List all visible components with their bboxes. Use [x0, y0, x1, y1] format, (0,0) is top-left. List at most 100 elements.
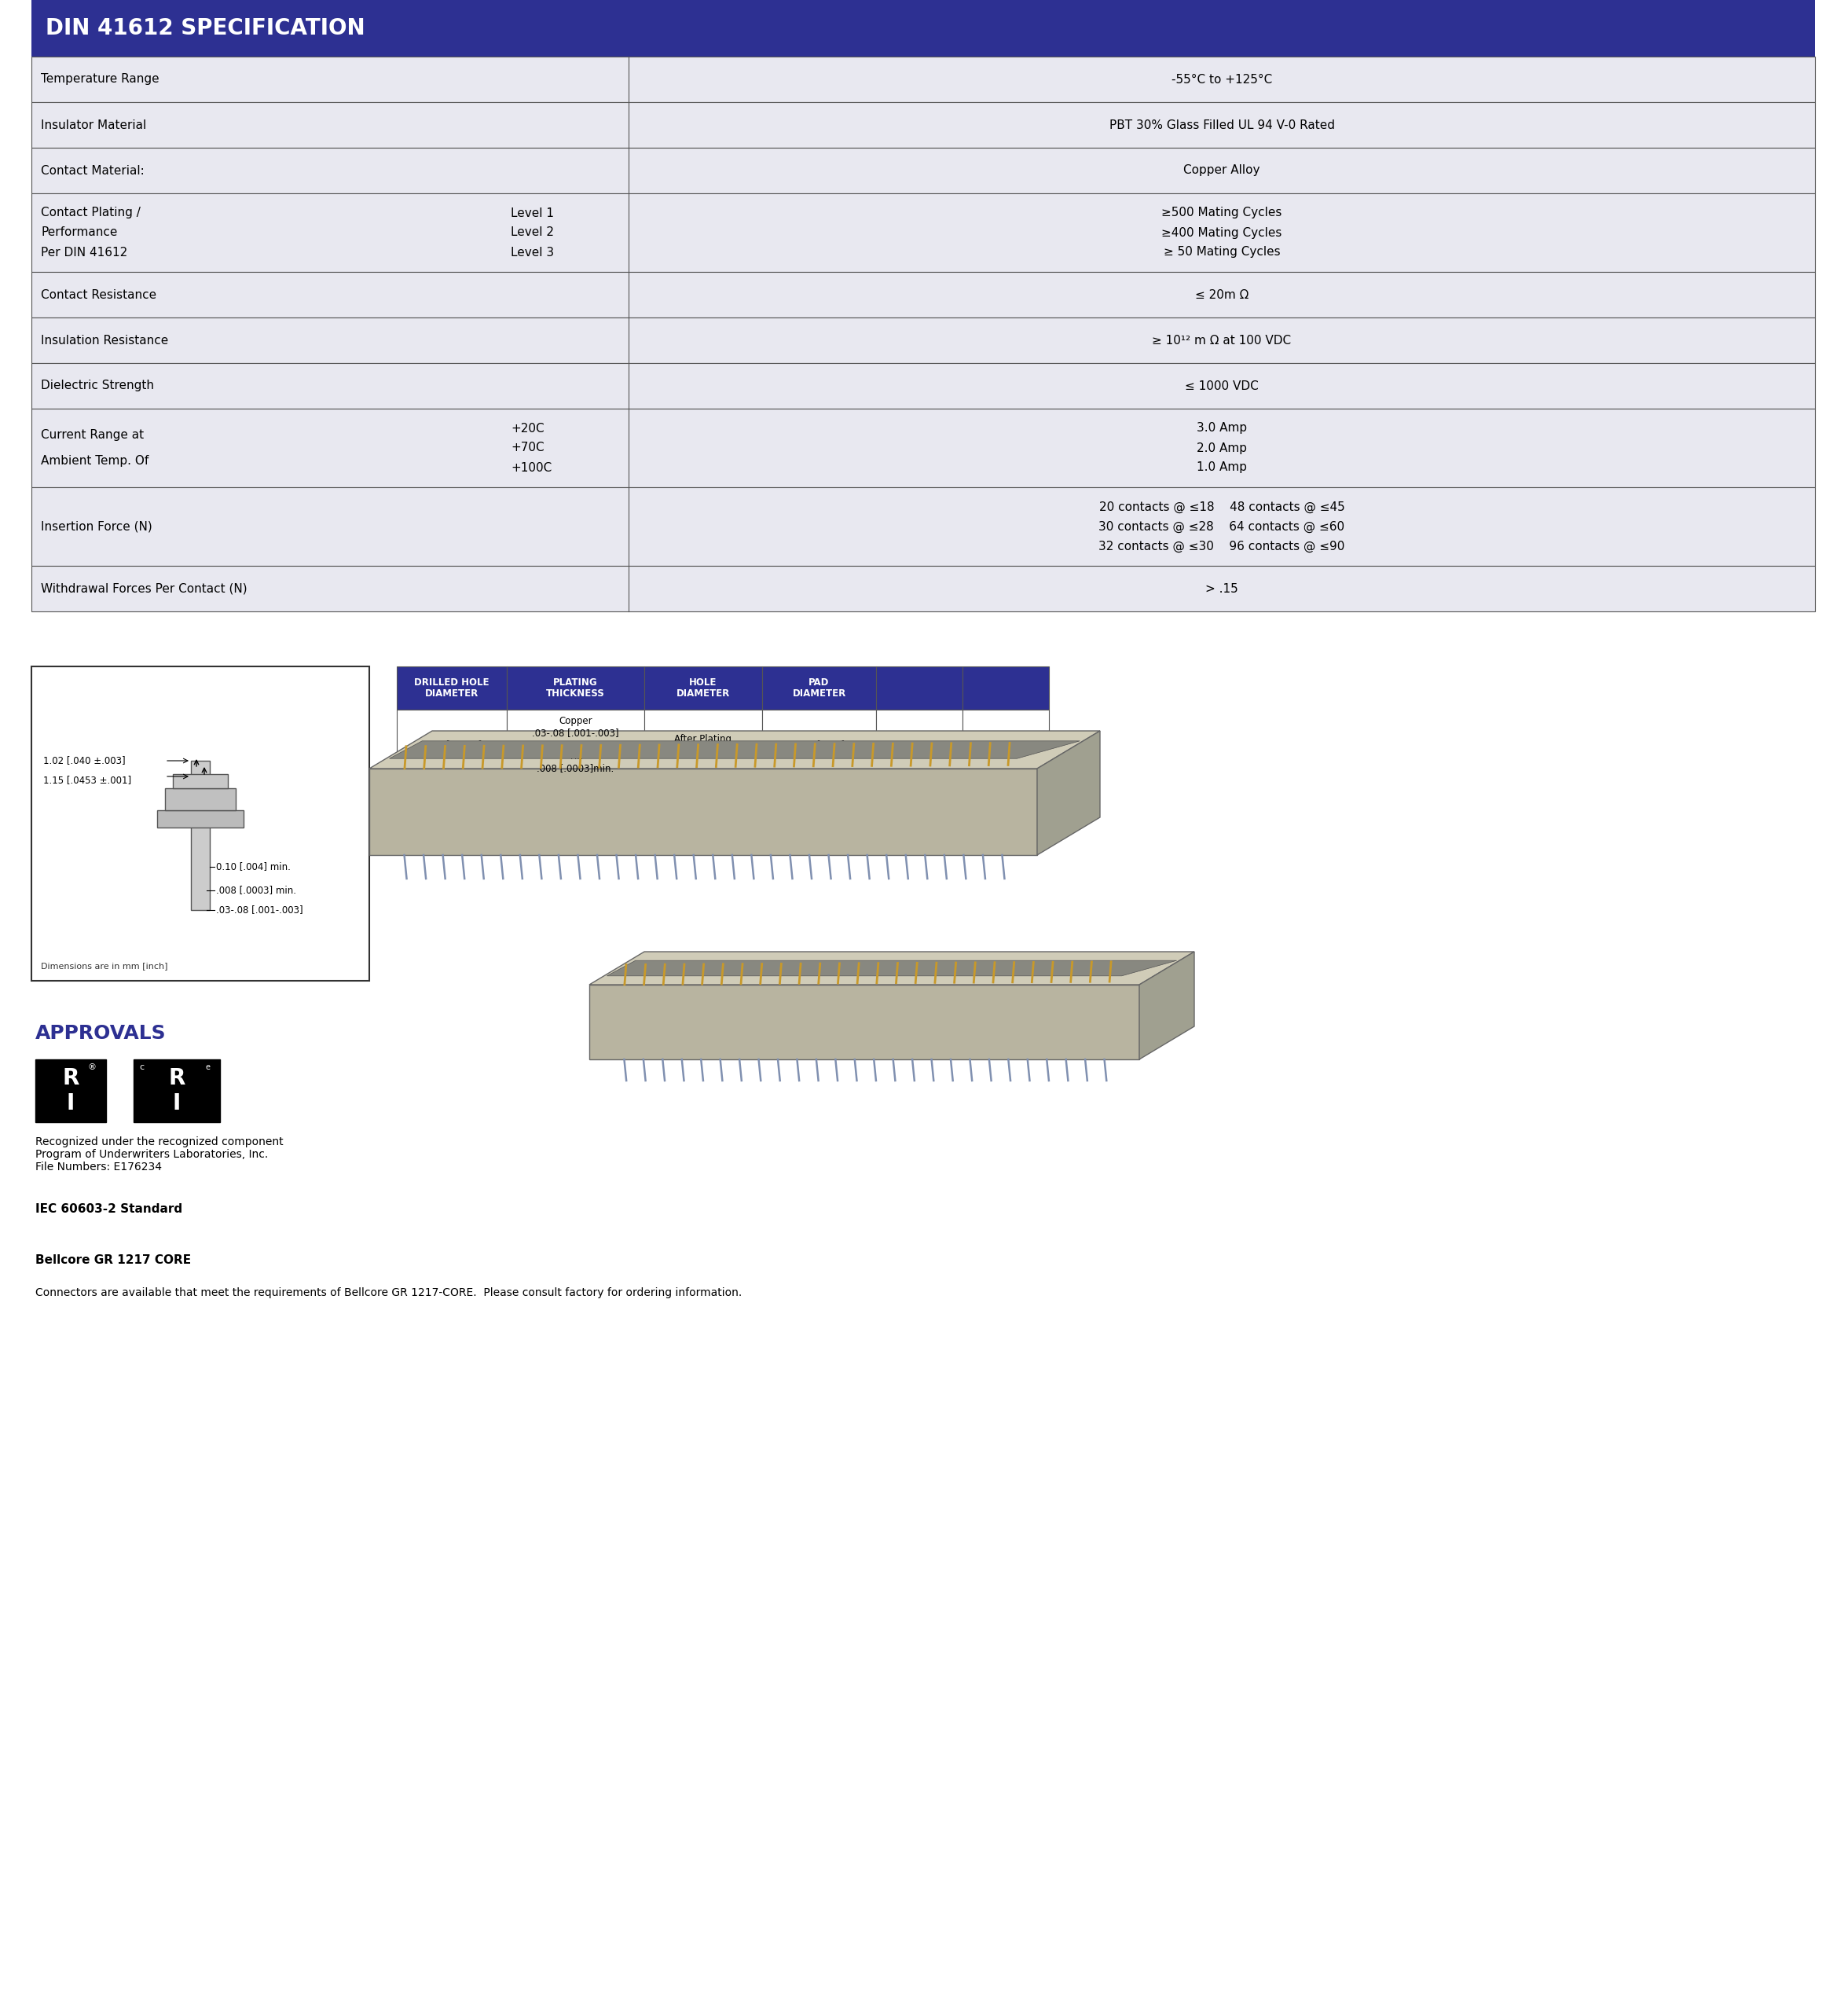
Text: Bellcore GR 1217 CORE: Bellcore GR 1217 CORE [35, 1255, 190, 1267]
Text: Contact Plating /: Contact Plating / [41, 206, 140, 218]
Bar [645, 667, 761, 709]
Text: Level 1: Level 1 [510, 206, 554, 218]
Text: Per DIN 41612: Per DIN 41612 [41, 246, 128, 259]
Bar [590, 984, 1138, 1060]
Bar [164, 788, 237, 810]
Text: c: c [139, 1064, 144, 1072]
Text: Temperature Range: Temperature Range [41, 74, 159, 86]
Text: ≤ 20m Ω: ≤ 20m Ω [1196, 289, 1249, 301]
Text: Insertion Force (N): Insertion Force (N) [41, 521, 152, 533]
Text: Tin
.008 [.0003]min.: Tin .008 [.0003]min. [538, 752, 614, 774]
Text: IEC 60603-2 Standard: IEC 60603-2 Standard [35, 1202, 183, 1214]
Text: +70C: +70C [510, 443, 543, 453]
Text: -55°C to +125°C: -55°C to +125°C [1172, 74, 1271, 86]
Bar [31, 487, 1815, 565]
Bar [31, 317, 1815, 363]
Text: PLATING
THICKNESS: PLATING THICKNESS [547, 677, 604, 699]
Text: Insulator Material: Insulator Material [41, 118, 146, 130]
Bar [31, 102, 1815, 148]
Text: +20C: +20C [510, 423, 543, 435]
Text: 20 contacts @ ≤18    48 contacts @ ≤45: 20 contacts @ ≤18 48 contacts @ ≤45 [1100, 501, 1345, 513]
Text: ≥ 10¹² m Ω at 100 VDC: ≥ 10¹² m Ω at 100 VDC [1151, 335, 1292, 347]
Bar [397, 667, 506, 709]
Text: 30 contacts @ ≤28    64 contacts @ ≤60: 30 contacts @ ≤28 64 contacts @ ≤60 [1100, 521, 1345, 533]
Bar [174, 774, 227, 788]
Text: PAD
DIAMETER: PAD DIAMETER [793, 677, 846, 699]
Text: Dimensions are in mm [inch]: Dimensions are in mm [inch] [41, 962, 168, 970]
Text: +100C: +100C [510, 461, 553, 473]
Text: ®: ® [87, 1064, 96, 1072]
Text: 0.10 [.004] min.: 0.10 [.004] min. [216, 862, 290, 872]
Text: Performance: Performance [41, 226, 118, 238]
Text: ≥400 Mating Cycles: ≥400 Mating Cycles [1162, 226, 1283, 238]
Bar [761, 667, 876, 709]
Text: After Plating
.040±.003: After Plating .040±.003 [675, 733, 732, 756]
Text: 3.0 Amp: 3.0 Amp [1198, 423, 1247, 435]
Text: Connectors are available that meet the requirements of Bellcore GR 1217-CORE.  P: Connectors are available that meet the r… [35, 1287, 741, 1299]
Text: ≥ 50 Mating Cycles: ≥ 50 Mating Cycles [1164, 246, 1281, 259]
Bar [157, 810, 244, 828]
Bar [31, 148, 1815, 192]
Text: APPROVALS: APPROVALS [35, 1024, 166, 1042]
Bar [963, 709, 1050, 780]
Bar [35, 1060, 105, 1122]
Polygon shape [370, 731, 1100, 770]
Bar [963, 667, 1050, 709]
Text: Ambient Temp. Of: Ambient Temp. Of [41, 455, 148, 467]
Text: Dielectric Strength: Dielectric Strength [41, 381, 153, 391]
Bar [506, 667, 645, 709]
Text: .03-.08 [.001-.003]: .03-.08 [.001-.003] [216, 906, 303, 916]
Polygon shape [606, 960, 1177, 976]
Text: .008 [.0003] min.: .008 [.0003] min. [216, 886, 296, 896]
Polygon shape [1037, 731, 1100, 856]
Text: DIN 41612 SPECIFICATION: DIN 41612 SPECIFICATION [46, 18, 366, 40]
Bar [133, 1060, 220, 1122]
Text: 1.02 [.040 ±.003]: 1.02 [.040 ±.003] [43, 756, 126, 766]
Bar [397, 709, 506, 780]
Text: Level 2: Level 2 [510, 226, 554, 238]
Text: Insulation Resistance: Insulation Resistance [41, 335, 168, 347]
Bar [190, 762, 211, 910]
Polygon shape [1138, 952, 1194, 1060]
Text: Level 3: Level 3 [510, 246, 554, 259]
Bar [761, 709, 876, 780]
Text: R
I: R I [63, 1066, 79, 1114]
Bar [645, 709, 761, 780]
Bar [31, 192, 1815, 273]
Text: 1.65 [.065]: 1.65 [.065] [793, 739, 845, 749]
Text: DRILLED HOLE
DIAMETER: DRILLED HOLE DIAMETER [414, 677, 490, 699]
Bar [31, 363, 1815, 409]
Bar [876, 709, 963, 780]
Text: 1.15 [.0453]: 1.15 [.0453] [421, 739, 482, 749]
Bar [506, 745, 645, 780]
Text: e: e [205, 1064, 211, 1072]
Text: Contact Resistance: Contact Resistance [41, 289, 157, 301]
Polygon shape [590, 952, 1194, 984]
Text: Withdrawal Forces Per Contact (N): Withdrawal Forces Per Contact (N) [41, 583, 248, 595]
Bar [31, 0, 1815, 56]
Text: Current Range at: Current Range at [41, 429, 144, 441]
Text: ≤ 1000 VDC: ≤ 1000 VDC [1185, 381, 1258, 391]
Bar [876, 667, 963, 709]
Text: Copper
.03-.08 [.001-.003]: Copper .03-.08 [.001-.003] [532, 715, 619, 737]
Text: Copper Alloy: Copper Alloy [1183, 164, 1260, 176]
Polygon shape [390, 741, 1079, 760]
Bar [31, 273, 1815, 317]
Text: > .15: > .15 [1205, 583, 1238, 595]
Text: 2.0 Amp: 2.0 Amp [1198, 443, 1247, 453]
Text: Contact Material:: Contact Material: [41, 164, 144, 176]
Text: 1.0 Amp: 1.0 Amp [1198, 461, 1247, 473]
Bar [31, 667, 370, 980]
Bar [31, 56, 1815, 102]
Bar [31, 409, 1815, 487]
Text: 1.15 [.0453 ±.001]: 1.15 [.0453 ±.001] [43, 776, 131, 786]
Text: 32 contacts @ ≤30    96 contacts @ ≤90: 32 contacts @ ≤30 96 contacts @ ≤90 [1100, 541, 1345, 553]
Text: PBT 30% Glass Filled UL 94 V-0 Rated: PBT 30% Glass Filled UL 94 V-0 Rated [1109, 118, 1334, 130]
Bar [370, 770, 1037, 856]
Text: Recognized under the recognized component
Program of Underwriters Laboratories, : Recognized under the recognized componen… [35, 1136, 283, 1172]
Bar [506, 709, 645, 745]
Text: ≥500 Mating Cycles: ≥500 Mating Cycles [1162, 206, 1283, 218]
Bar [31, 565, 1815, 611]
Text: R
I: R I [168, 1066, 185, 1114]
Text: HOLE
DIAMETER: HOLE DIAMETER [676, 677, 730, 699]
